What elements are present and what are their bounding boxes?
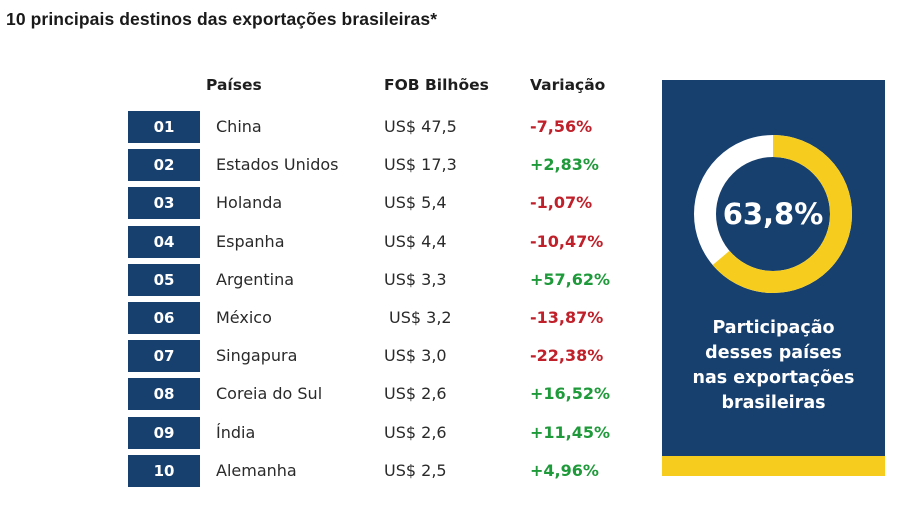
fob-value: US$ 2,6: [384, 384, 447, 404]
country-name: Argentina: [216, 269, 295, 289]
table-row: 03 Holanda US$ 5,4 -1,07%: [0, 187, 640, 220]
rank-badge: 08: [128, 378, 200, 411]
rank-badge: 03: [128, 187, 200, 220]
caption-line: Participação: [712, 318, 835, 338]
variation-value: +16,52%: [530, 384, 611, 404]
fob-value: US$ 17,3: [384, 155, 457, 175]
share-panel: 63,8% Participação desses países nas exp…: [662, 80, 885, 476]
table-row: 06 México US$ 3,2 -13,87%: [0, 302, 640, 334]
fob-value: US$ 4,4: [384, 231, 447, 251]
fob-value: US$ 3,2: [389, 308, 452, 327]
chart-title: 10 principais destinos das exportações b…: [6, 9, 438, 29]
accent-bar: [662, 456, 885, 476]
fob-value: US$ 2,6: [384, 422, 447, 442]
variation-value: -1,07%: [530, 193, 593, 213]
rank-badge: 06: [128, 302, 200, 334]
table-row: 07 Singapura US$ 3,0 -22,38%: [0, 340, 640, 373]
table-row: 10 Alemanha US$ 2,5 +4,96%: [0, 454, 640, 487]
donut-share-arc: [694, 135, 852, 293]
rank-badge: 04: [128, 225, 200, 258]
country-name: China: [216, 117, 262, 136]
rank-badge: 10: [128, 454, 200, 487]
country-name: Singapura: [216, 346, 298, 366]
fob-value: US$ 2,5: [384, 460, 447, 480]
variation-value: -10,47%: [530, 231, 604, 251]
variation-value: -7,56%: [530, 117, 593, 136]
country-name: Alemanha: [216, 460, 297, 480]
share-value: 63,8%: [722, 197, 824, 231]
caption-line: nas exportações: [692, 368, 855, 388]
column-header-country: Países: [206, 76, 262, 94]
rank-badge: 05: [128, 263, 200, 296]
rank-badge: 09: [128, 416, 200, 449]
fob-value: US$ 47,5: [384, 117, 457, 136]
share-caption: Participação desses países nas exportaçõ…: [670, 316, 877, 416]
country-name: Estados Unidos: [216, 155, 339, 175]
column-header-variation: Variação: [530, 76, 606, 94]
table-row: 01 China US$ 47,5 -7,56%: [0, 111, 640, 143]
caption-line: desses países: [705, 343, 842, 363]
variation-value: +57,62%: [530, 269, 611, 289]
variation-value: +11,45%: [530, 422, 611, 442]
table-row: 08 Coreia do Sul US$ 2,6 +16,52%: [0, 378, 640, 411]
table-row: 05 Argentina US$ 3,3 +57,62%: [0, 263, 640, 296]
country-name: Espanha: [216, 231, 285, 251]
country-name: Índia: [216, 422, 256, 442]
table-row: 09 Índia US$ 2,6 +11,45%: [0, 416, 640, 449]
share-donut-chart: [694, 135, 852, 293]
column-header-fob: FOB Bilhões: [384, 76, 489, 94]
rank-badge: 01: [128, 111, 200, 143]
variation-value: -13,87%: [530, 308, 604, 327]
fob-value: US$ 3,0: [384, 346, 447, 366]
fob-value: US$ 3,3: [384, 269, 447, 289]
variation-value: +4,96%: [530, 460, 599, 480]
country-name: Holanda: [216, 193, 283, 213]
rank-badge: 07: [128, 340, 200, 373]
table-row: 02 Estados Unidos US$ 17,3 +2,83%: [0, 149, 640, 182]
country-name: México: [216, 308, 272, 327]
country-name: Coreia do Sul: [216, 384, 323, 404]
variation-value: -22,38%: [530, 346, 604, 366]
rank-badge: 02: [128, 149, 200, 182]
caption-line: brasileiras: [721, 393, 826, 413]
variation-value: +2,83%: [530, 155, 599, 175]
table-row: 04 Espanha US$ 4,4 -10,47%: [0, 225, 640, 258]
fob-value: US$ 5,4: [384, 193, 447, 213]
